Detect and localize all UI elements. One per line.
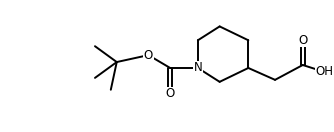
Text: OH: OH xyxy=(316,65,334,78)
Text: O: O xyxy=(298,34,307,47)
Text: O: O xyxy=(166,87,175,100)
Text: N: N xyxy=(193,62,202,74)
Text: O: O xyxy=(144,49,153,62)
